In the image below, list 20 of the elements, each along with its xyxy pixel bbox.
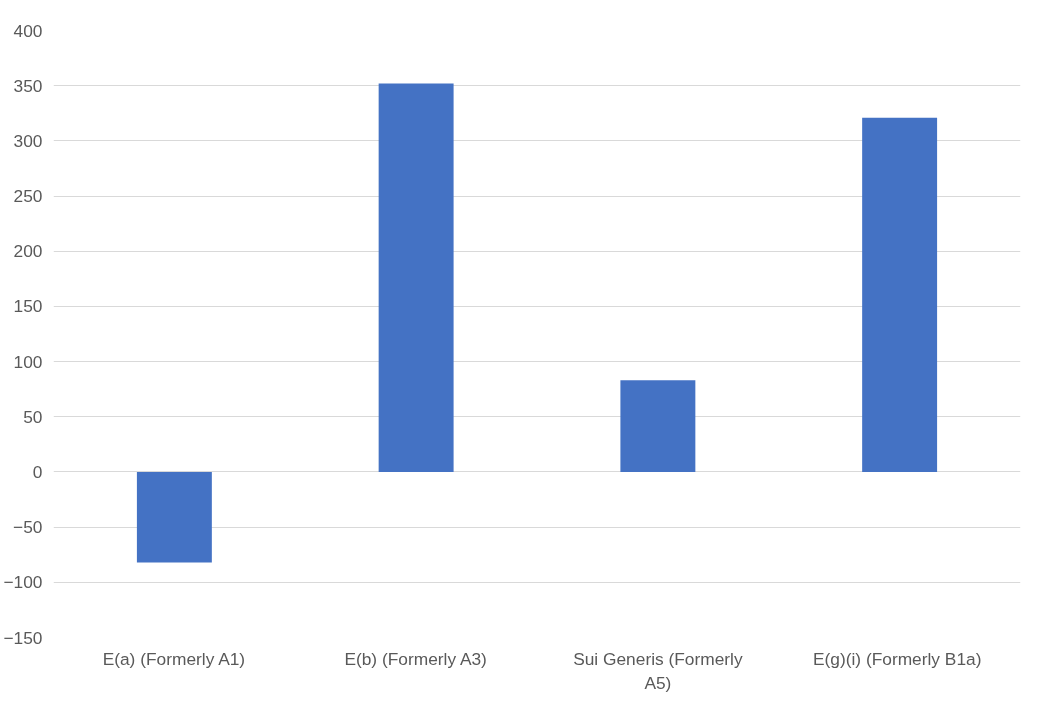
- y-tick-label: 100: [13, 351, 43, 372]
- y-tick-label: 400: [13, 20, 43, 41]
- y-tick-label: −100: [3, 572, 43, 593]
- y-tick-label: 50: [23, 406, 43, 427]
- y-tick-label: −150: [3, 627, 43, 648]
- x-tick-label: Sui Generis (Formerly A5): [573, 648, 743, 693]
- bar: [136, 471, 212, 563]
- y-tick-label: 350: [13, 75, 43, 96]
- bar: [378, 83, 454, 472]
- y-tick-label: 150: [13, 296, 43, 317]
- y-tick-label: 0: [32, 461, 43, 482]
- x-tick-label: E(a) (Formerly A1): [102, 648, 246, 669]
- bar: [620, 380, 696, 472]
- x-tick-label: E(g)(i) (Formerly B1a): [812, 648, 982, 669]
- bar: [862, 117, 938, 472]
- y-tick-label: 200: [13, 241, 43, 262]
- y-tick-label: −50: [13, 517, 43, 538]
- y-tick-label: 250: [13, 186, 43, 207]
- y-tick-label: 300: [13, 130, 43, 151]
- x-tick-label: E(b) (Formerly A3): [344, 648, 487, 669]
